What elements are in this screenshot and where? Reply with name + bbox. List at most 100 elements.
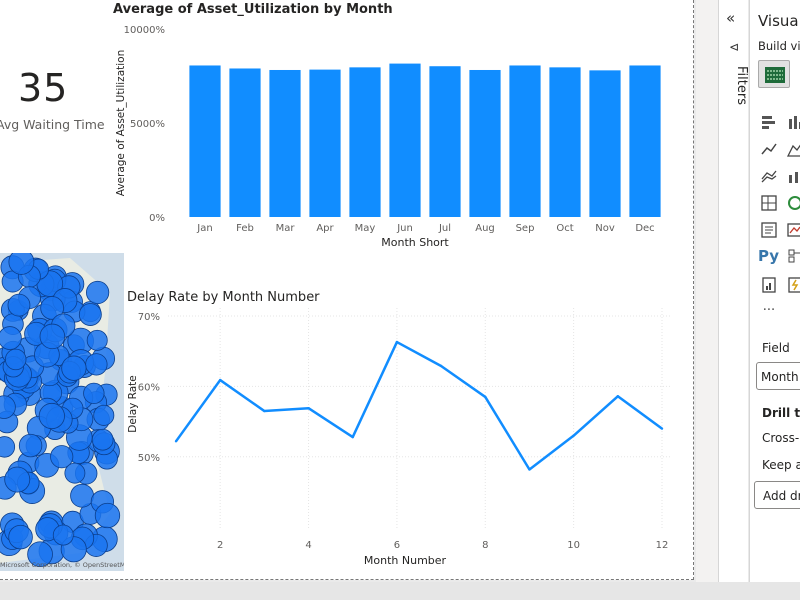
visualizations-pane[interactable]: Visualizations Build visual Py ··· Field…	[749, 0, 800, 600]
map-location-bubble	[40, 296, 64, 320]
map-location-bubble	[50, 445, 74, 469]
map-location-bubble	[39, 323, 66, 350]
bar-x-tick-label: Jan	[196, 223, 212, 234]
delay-rate-point-10	[572, 434, 575, 437]
kpi-icon[interactable]	[786, 221, 800, 239]
status-bar	[0, 582, 800, 600]
delay-rate-point-7	[439, 364, 443, 368]
drill-through-heading: Drill through	[762, 406, 800, 420]
map-location-bubble	[38, 402, 65, 430]
line-y-tick-label: 50%	[138, 453, 160, 464]
line-x-axis-title: Month Number	[364, 554, 447, 567]
line-chart[interactable]: 50% 60% 70% 2 4 6 8 10 12 Month Number Delay Rate	[0, 290, 694, 580]
more-visuals-icon[interactable]: ···	[762, 303, 776, 318]
line-chart-icon[interactable]	[760, 140, 778, 158]
delay-rate-point-2	[218, 378, 222, 382]
combo-chart-icon[interactable]	[786, 167, 800, 185]
bar-x-tick-label: Sep	[516, 223, 535, 234]
bar-sep	[509, 65, 541, 217]
cross-report-toggle-label[interactable]: Cross-report	[762, 431, 800, 445]
key-influencers-icon[interactable]	[786, 247, 800, 265]
filters-label[interactable]: Filters	[734, 66, 749, 105]
gauge-icon[interactable]	[786, 194, 800, 212]
bar-aug	[469, 69, 501, 217]
line-x-tick-label: 10	[567, 540, 580, 551]
visualizations-title: Visualizations	[758, 12, 800, 30]
delay-rate-point-11	[616, 395, 620, 398]
map-location-bubble	[86, 329, 108, 351]
stacked-area-icon[interactable]	[760, 167, 778, 185]
bar-x-tick-label: Nov	[595, 223, 615, 234]
python-visual-icon[interactable]: Py	[758, 247, 780, 265]
bar-feb	[229, 68, 261, 217]
kpi-label: Avg Waiting Time	[0, 117, 105, 132]
bar-x-tick-label: Oct	[556, 223, 573, 234]
map-location-bubble	[27, 541, 53, 568]
bar-x-tick-label: Jul	[438, 223, 451, 234]
delay-rate-point-8	[484, 395, 487, 399]
filters-pane[interactable]: « ⊲ Filters	[718, 0, 749, 600]
stacked-column-icon[interactable]	[786, 113, 800, 131]
map-location-bubble	[5, 348, 27, 371]
matrix-icon[interactable]	[760, 194, 778, 212]
bar-y-tick-label: 0%	[149, 213, 165, 224]
map-location-bubble	[61, 355, 87, 381]
map-location-bubble	[91, 428, 114, 451]
keep-all-filters-toggle-label[interactable]: Keep all filters	[762, 458, 800, 472]
bar-y-axis-title: Average of Asset_Utilization	[115, 50, 127, 196]
map-location-bubble	[0, 436, 16, 458]
map-location-bubble	[7, 293, 31, 317]
bar-nov	[589, 70, 621, 217]
bar-x-tick-label: Feb	[236, 223, 254, 234]
text-box-icon[interactable]	[760, 221, 778, 239]
delay-rate-point-4	[307, 407, 310, 410]
map-location-bubble	[0, 326, 22, 350]
bar-x-axis-title: Month Short	[381, 236, 449, 249]
bar-y-tick-label: 5000%	[130, 119, 165, 130]
stacked-bar-icon[interactable]	[760, 113, 778, 131]
bar-jan	[189, 65, 221, 217]
line-x-tick-label: 2	[217, 540, 223, 551]
map-location-bubble	[52, 524, 74, 546]
delay-rate-point-6	[395, 340, 399, 344]
build-visual-tab[interactable]: Build visual	[758, 39, 800, 53]
bar-may	[349, 67, 381, 218]
bar-jun	[389, 63, 421, 218]
bar-dec	[629, 65, 661, 217]
add-drill-through-well[interactable]: Add drill-through fields here	[754, 481, 800, 509]
line-x-tick-label: 8	[482, 540, 488, 551]
line-y-tick-label: 70%	[138, 312, 160, 323]
map-visual[interactable]: Microsoft Corporation, © OpenStreetMap T…	[0, 253, 124, 571]
field-well-label: Field	[762, 341, 790, 355]
delay-rate-point-9	[528, 468, 531, 471]
map-location-bubble	[64, 462, 86, 484]
selected-visual-icon[interactable]	[758, 60, 790, 88]
collapse-chevron-icon[interactable]: «	[726, 9, 736, 27]
line-x-tick-label: 12	[656, 540, 669, 551]
field-well-value[interactable]: Month Short	[756, 362, 800, 390]
delay-rate-point-3	[263, 409, 266, 413]
filter-funnel-icon: ⊲	[729, 40, 740, 54]
bar-x-tick-label: May	[355, 223, 376, 234]
map-location-bubble	[8, 524, 33, 550]
bar-chart[interactable]: 0% 5000% 10000% Jan Feb Mar Apr May Jun Jul Aug Sep…	[0, 0, 694, 250]
delay-rate-point-1	[174, 440, 178, 443]
map-location-bubble	[78, 303, 102, 326]
bar-apr	[309, 69, 341, 217]
bar-jul	[429, 66, 461, 217]
bar-mar	[269, 69, 301, 217]
map-location-bubble	[0, 395, 16, 419]
map-location-bubble	[83, 382, 105, 405]
map-location-bubble	[94, 502, 121, 529]
bar-chart-title: Average of Asset_Utilization by Month	[113, 2, 393, 17]
delay-rate-point-5	[351, 435, 354, 439]
map-location-bubble	[93, 404, 115, 426]
power-automate-icon[interactable]	[786, 276, 800, 294]
report-canvas[interactable]: 35 Avg Waiting Time Average of Asset_Uti…	[0, 0, 694, 580]
bar-x-tick-label: Aug	[475, 223, 495, 234]
area-chart-icon[interactable]	[786, 140, 800, 158]
map-location-bubble	[18, 433, 43, 458]
map-attribution[interactable]: Microsoft Corporation, © OpenStreetMap T…	[0, 561, 124, 569]
line-x-tick-label: 4	[305, 540, 311, 551]
paginated-report-icon[interactable]	[760, 276, 778, 294]
